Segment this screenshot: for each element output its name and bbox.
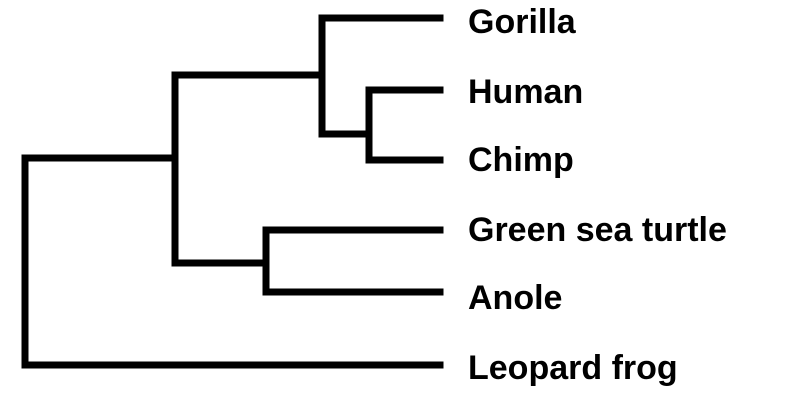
taxon-label-human: Human — [468, 73, 583, 111]
branch-reptile-node — [262, 226, 444, 296]
tree-branches — [21, 14, 444, 369]
branch-root — [21, 154, 444, 369]
taxon-label-anole: Anole — [468, 279, 562, 317]
taxon-label-chimp: Chimp — [468, 141, 574, 179]
taxon-label-green-sea-turtle: Green sea turtle — [468, 211, 727, 249]
taxon-labels: Gorilla Human Chimp Green sea turtle Ano… — [468, 3, 727, 387]
branch-human-chimp-node — [365, 86, 444, 164]
branch-primate-node — [318, 14, 444, 138]
taxon-label-leopard-frog: Leopard frog — [468, 349, 678, 387]
taxon-label-gorilla: Gorilla — [468, 3, 577, 41]
branch-amniote-node — [171, 71, 326, 267]
